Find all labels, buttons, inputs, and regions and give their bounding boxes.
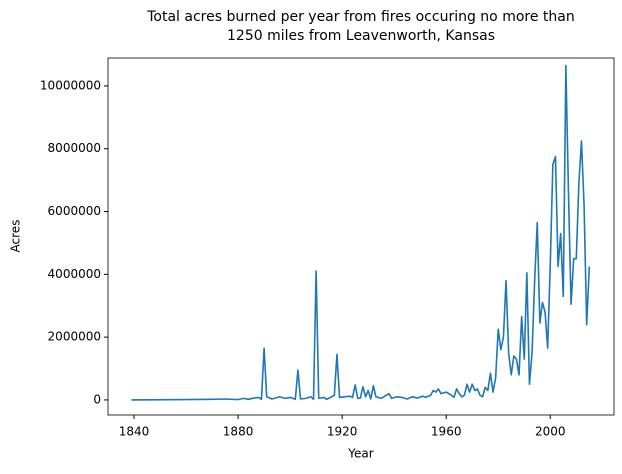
y-tick-label: 2000000 [48, 330, 101, 344]
y-tick-label: 6000000 [48, 204, 101, 218]
x-tick-label: 2000 [535, 425, 566, 439]
x-tick-label: 1880 [223, 425, 254, 439]
y-tick-label: 4000000 [48, 267, 101, 281]
x-tick-label: 1840 [119, 425, 150, 439]
y-tick-label: 10000000 [40, 78, 101, 92]
x-axis-label: Year [347, 447, 373, 461]
chart-title: Total acres burned per year from fires o… [146, 9, 574, 25]
chart-title: 1250 miles from Leavenworth, Kansas [227, 28, 495, 44]
x-tick-label: 1920 [327, 425, 358, 439]
y-axis-label: Acres [9, 220, 23, 253]
plot-frame [107, 57, 615, 416]
y-tick-label: 8000000 [48, 141, 101, 155]
y-tick-label: 0 [93, 392, 101, 406]
x-tick-label: 1960 [431, 425, 462, 439]
data-line [131, 64, 591, 401]
